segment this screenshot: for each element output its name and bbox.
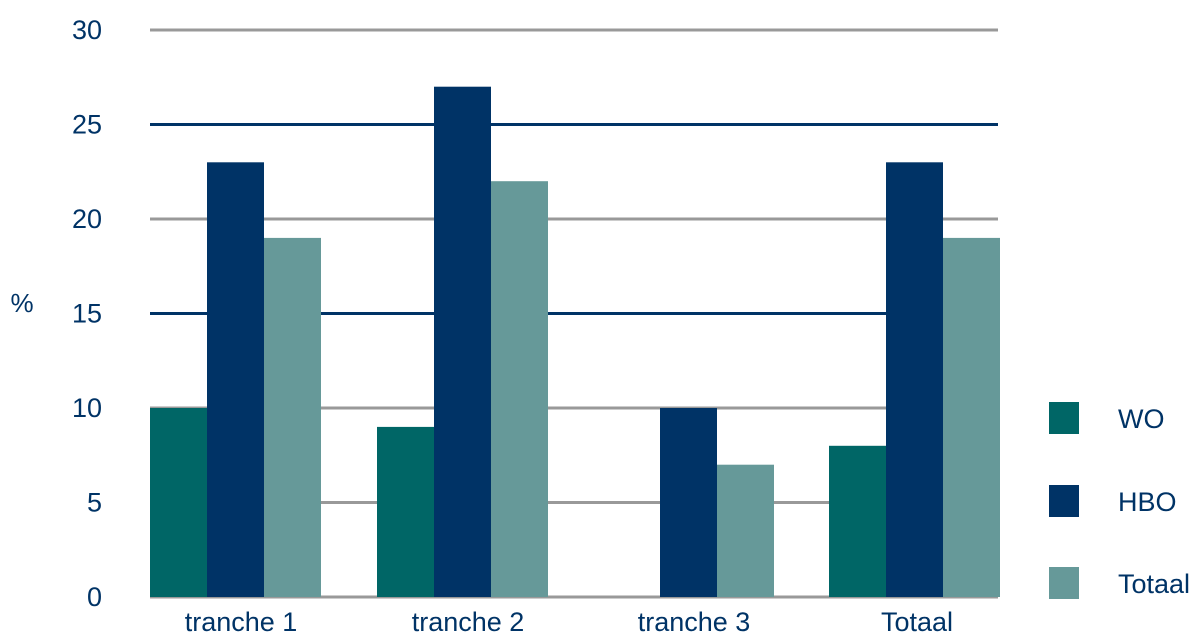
bar-totaal-3	[717, 464, 774, 597]
bar-totaal-4	[943, 237, 1000, 597]
bar-hbo-2	[434, 86, 491, 597]
bar-totaal-2	[491, 181, 548, 597]
y-axis-label: %	[10, 288, 33, 318]
legend-swatch-totaal	[1049, 567, 1079, 599]
legend-label-totaal: Totaal	[1118, 569, 1190, 599]
x-tick-label: tranche 3	[638, 607, 751, 636]
bar-wo-2	[377, 426, 434, 597]
bars	[150, 86, 1000, 598]
x-axis-ticks: tranche 1 tranche 2 tranche 3 Totaal	[185, 607, 953, 636]
bar-totaal-1	[264, 237, 321, 597]
bar-wo-4	[829, 445, 886, 597]
y-axis-ticks: 0 5 10 15 20 25 30	[72, 15, 102, 612]
legend-swatch-wo	[1049, 402, 1079, 434]
y-tick-label: 15	[72, 299, 102, 329]
y-tick-label: 10	[72, 393, 102, 423]
legend-label-hbo: HBO	[1118, 487, 1177, 517]
y-tick-label: 20	[72, 204, 102, 234]
x-tick-label: tranche 1	[185, 607, 298, 636]
bar-hbo-1	[207, 162, 264, 598]
bar-hbo-3	[660, 408, 717, 597]
x-tick-label: Totaal	[881, 607, 953, 636]
bar-wo-1	[150, 408, 207, 597]
y-tick-label: 0	[87, 582, 102, 612]
legend: WO HBO Totaal	[1049, 402, 1190, 599]
x-tick-label: tranche 2	[412, 607, 525, 636]
legend-label-wo: WO	[1118, 404, 1165, 434]
y-tick-label: 25	[72, 110, 102, 140]
y-tick-label: 5	[87, 488, 102, 518]
bar-hbo-4	[886, 162, 943, 598]
y-tick-label: 30	[72, 15, 102, 45]
legend-swatch-hbo	[1049, 485, 1079, 517]
